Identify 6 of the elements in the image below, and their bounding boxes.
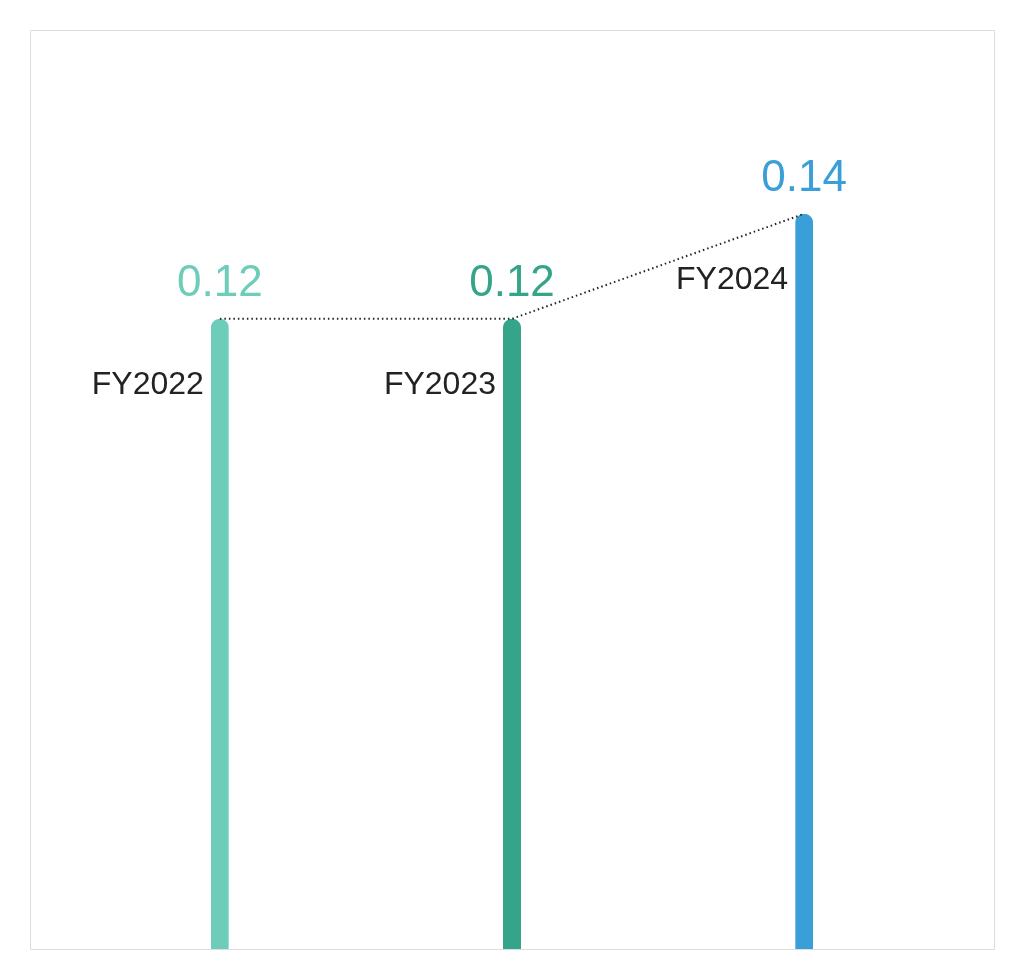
x-tick-label: FY2024 <box>676 259 789 296</box>
data-label: 0.14 <box>761 150 847 200</box>
x-tick-label: FY2022 <box>91 364 204 401</box>
data-label: 0.12 <box>177 255 263 305</box>
data-label: 0.12 <box>469 255 555 305</box>
x-tick-label: FY2023 <box>383 364 496 401</box>
